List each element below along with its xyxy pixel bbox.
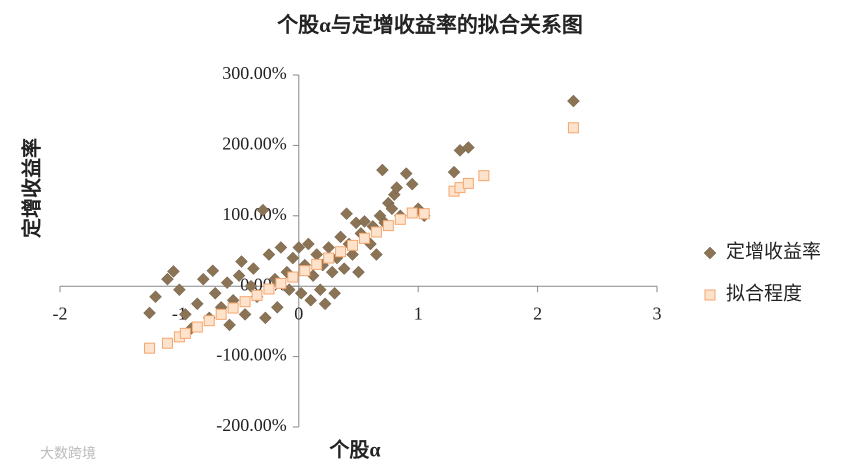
point bbox=[161, 272, 174, 286]
point bbox=[220, 276, 234, 290]
x-tick-label: -2 bbox=[53, 303, 68, 323]
point bbox=[232, 269, 246, 282]
point bbox=[262, 248, 276, 261]
point bbox=[208, 286, 222, 300]
point bbox=[149, 290, 162, 304]
point bbox=[223, 318, 236, 332]
y-tick-label: 200.00% bbox=[222, 134, 287, 154]
point bbox=[567, 122, 579, 134]
legend-marker bbox=[703, 246, 717, 260]
point bbox=[358, 232, 370, 244]
point bbox=[352, 265, 365, 279]
point bbox=[382, 220, 394, 232]
point bbox=[370, 248, 383, 261]
point bbox=[239, 296, 251, 308]
point bbox=[311, 258, 323, 270]
point bbox=[215, 308, 227, 320]
point bbox=[244, 279, 258, 293]
point bbox=[270, 300, 284, 314]
point bbox=[167, 265, 180, 278]
point bbox=[390, 181, 404, 194]
point bbox=[206, 264, 220, 278]
point bbox=[462, 177, 474, 189]
point bbox=[567, 94, 580, 108]
point bbox=[179, 308, 192, 321]
point bbox=[335, 246, 347, 258]
point bbox=[304, 293, 318, 307]
point bbox=[247, 262, 260, 275]
point bbox=[301, 237, 315, 251]
x-tick-label: 0 bbox=[294, 303, 303, 323]
point bbox=[447, 165, 461, 179]
point bbox=[287, 271, 299, 283]
point bbox=[328, 286, 341, 300]
point bbox=[406, 207, 418, 219]
point bbox=[238, 308, 252, 321]
point bbox=[461, 141, 475, 154]
point bbox=[179, 327, 191, 339]
point bbox=[259, 311, 272, 325]
y-tick-label: 100.00% bbox=[222, 204, 287, 224]
point bbox=[340, 207, 353, 221]
point bbox=[347, 239, 359, 251]
legend-marker bbox=[704, 289, 716, 301]
point bbox=[370, 226, 382, 238]
point bbox=[394, 213, 406, 225]
point bbox=[263, 283, 275, 295]
point bbox=[196, 272, 210, 286]
point bbox=[313, 283, 327, 297]
point bbox=[191, 321, 203, 333]
point bbox=[274, 241, 288, 254]
y-axis-title: 定增收益率 bbox=[20, 138, 44, 238]
point bbox=[337, 262, 351, 275]
point bbox=[322, 241, 336, 254]
chart-title: 个股α与定增收益率的拟合关系图 bbox=[277, 13, 583, 37]
x-tick-label: 1 bbox=[414, 303, 423, 323]
point bbox=[227, 302, 239, 314]
point bbox=[256, 203, 270, 217]
point bbox=[418, 208, 430, 220]
point bbox=[190, 297, 204, 311]
point bbox=[235, 255, 248, 268]
point bbox=[325, 265, 339, 279]
y-tick-label: -100.00% bbox=[216, 345, 287, 365]
point bbox=[358, 215, 371, 228]
point bbox=[323, 252, 335, 264]
point bbox=[144, 342, 156, 354]
x-tick-label: 3 bbox=[653, 303, 662, 323]
point bbox=[346, 248, 359, 261]
point bbox=[203, 315, 215, 327]
point bbox=[376, 163, 389, 177]
point bbox=[251, 289, 263, 301]
point bbox=[294, 286, 308, 300]
x-tick-label: 2 bbox=[533, 303, 542, 323]
point bbox=[385, 202, 399, 216]
point bbox=[310, 248, 324, 261]
point bbox=[399, 167, 413, 180]
point bbox=[275, 277, 287, 289]
point bbox=[161, 337, 173, 349]
point bbox=[318, 297, 332, 311]
point bbox=[173, 283, 186, 297]
point bbox=[292, 241, 306, 254]
point bbox=[334, 230, 347, 244]
point bbox=[299, 265, 311, 277]
legend-label: 定增收益率 bbox=[726, 240, 821, 262]
point bbox=[478, 170, 490, 182]
point bbox=[286, 251, 300, 265]
point bbox=[143, 306, 156, 320]
point bbox=[405, 177, 419, 191]
x-axis-title: 个股α bbox=[328, 439, 380, 462]
watermark: 大数跨境 bbox=[40, 446, 96, 462]
y-tick-label: -200.00% bbox=[216, 415, 287, 435]
y-tick-label: 300.00% bbox=[222, 63, 287, 83]
legend-label: 拟合程度 bbox=[726, 282, 802, 304]
